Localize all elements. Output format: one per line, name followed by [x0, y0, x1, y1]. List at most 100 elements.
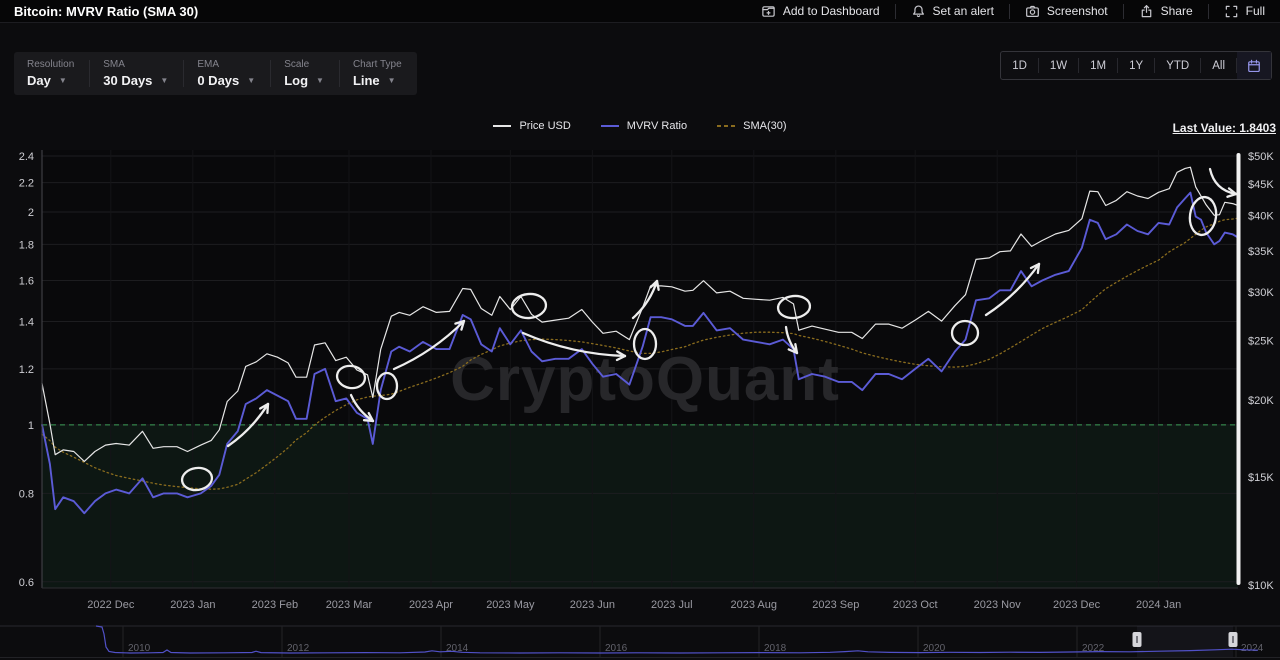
mvrv-ratio-line — [41, 191, 1239, 515]
annotation-circle — [776, 294, 812, 320]
right-axis-tick: $30K — [1248, 287, 1274, 299]
minimap-right-handle[interactable] — [1228, 632, 1238, 647]
range-divider — [1078, 58, 1080, 73]
control-label: EMA — [197, 59, 220, 70]
camera-icon — [1025, 5, 1039, 17]
range-button-ytd[interactable]: YTD — [1166, 59, 1190, 72]
annotation-arrowhead — [1036, 262, 1041, 275]
range-button-1m[interactable]: 1M — [1090, 59, 1107, 72]
x-axis-tick: 2022 Dec — [87, 599, 135, 611]
range-divider — [1236, 58, 1237, 73]
annotation-arrow — [521, 331, 627, 358]
minimap-history-line — [95, 625, 1259, 654]
fullscreen-button[interactable]: Full — [1209, 4, 1280, 19]
annotation-arrowhead — [616, 350, 627, 358]
control-value: 30 Days — [103, 73, 153, 88]
annotation-arrowhead — [460, 319, 466, 331]
control-label: Chart Type — [352, 59, 402, 70]
range-divider — [1117, 58, 1119, 73]
share-button[interactable]: Share — [1124, 4, 1208, 19]
left-axis-tick: 2.2 — [19, 178, 34, 190]
action-label: Set an alert — [932, 4, 994, 18]
annotation-arrowhead — [259, 402, 270, 410]
x-axis-tick: 2023 Jul — [651, 599, 693, 611]
resolution-dropdown[interactable]: Resolution Day ▼ — [14, 52, 89, 95]
page-title: Bitcoin: MVRV Ratio (SMA 30) — [14, 3, 199, 19]
annotation-circle — [375, 371, 399, 401]
sma-30--line — [41, 217, 1239, 490]
range-button-all[interactable]: All — [1212, 59, 1225, 72]
annotation-arrowhead — [1226, 192, 1238, 198]
right-axis-tick: $40K — [1248, 210, 1274, 222]
minimap-year-label: 2018 — [764, 643, 787, 654]
annotation-circle — [1188, 195, 1218, 237]
chevron-down-icon: ▼ — [387, 75, 396, 85]
right-axis-tick: $35K — [1248, 246, 1274, 258]
minimap-year-label: 2010 — [128, 643, 151, 654]
chart-type-dropdown[interactable]: Chart Type Line ▼ — [340, 52, 417, 95]
annotation-arrowhead — [1029, 262, 1041, 270]
annotation-arrowhead — [1227, 187, 1238, 196]
range-button-1d[interactable]: 1D — [1012, 59, 1027, 72]
control-label: Scale — [284, 59, 310, 70]
minimap-timeline: 2010 2012 2014 2016 2018 2020 2022 2024 — [0, 625, 1280, 658]
left-axis-tick: 1 — [28, 420, 34, 432]
minimap-selected-range[interactable] — [1137, 626, 1233, 657]
screenshot-button[interactable]: Screenshot — [1010, 4, 1123, 19]
annotation-arrowhead — [655, 279, 660, 292]
header-divider — [1122, 3, 1124, 19]
x-axis-tick: 2023 Oct — [893, 599, 938, 611]
minimap-left-handle[interactable] — [1132, 632, 1142, 647]
time-range-selector: 1D 1W 1M 1Y YTD All — [1000, 51, 1272, 80]
x-axis-tick: 2023 Mar — [326, 599, 373, 611]
x-axis-tick: 2023 May — [486, 599, 535, 611]
annotation-arrowhead — [787, 348, 799, 355]
action-label: Full — [1245, 4, 1265, 18]
left-axis-tick: 1.4 — [19, 317, 34, 329]
minimap-year-label: 2014 — [446, 643, 469, 654]
chevron-down-icon: ▼ — [316, 75, 324, 85]
annotation-arrowhead — [615, 354, 627, 362]
chart-vertical-scrollbar[interactable] — [1236, 153, 1241, 585]
control-value: Day — [27, 73, 51, 88]
x-axis-tick: 2023 Jun — [570, 599, 615, 611]
action-label: Share — [1160, 4, 1193, 18]
action-label: Add to Dashboard — [782, 4, 880, 18]
ema-dropdown[interactable]: EMA 0 Days ▼ — [184, 52, 270, 95]
x-axis-tick: 2023 Feb — [252, 599, 298, 611]
add-to-dashboard-icon — [762, 5, 775, 17]
header-divider — [894, 3, 896, 19]
range-button-1w[interactable]: 1W — [1049, 59, 1068, 72]
right-axis-tick: $25K — [1248, 336, 1274, 348]
left-axis-tick: 1.2 — [19, 364, 34, 376]
x-axis-tick: 2023 Nov — [974, 599, 1022, 611]
left-axis-tick: 1.6 — [19, 276, 34, 288]
axis-labels: 0.6 0.8 1 1.2 1.4 1.6 1.8 2 2.2 2.4 $10K $15K $20K $2… — [19, 151, 1275, 611]
annotation-arrow — [226, 402, 270, 448]
right-axis-tick: $15K — [1248, 472, 1274, 484]
right-axis-tick: $10K — [1248, 580, 1274, 592]
annotation-arrowhead — [454, 319, 466, 325]
add-to-dashboard-button[interactable]: Add to Dashboard — [746, 4, 895, 19]
minimap-year-label: 2012 — [287, 643, 310, 654]
share-icon — [1141, 4, 1151, 17]
x-axis-tick: 2023 Sep — [812, 599, 859, 611]
range-button-1y[interactable]: 1Y — [1129, 59, 1144, 72]
x-axis-tick: 2023 Apr — [409, 599, 453, 611]
annotation-circle — [950, 319, 980, 347]
annotation-arrowhead — [649, 279, 659, 289]
left-axis-tick: 2.4 — [19, 151, 34, 163]
chevron-down-icon: ▼ — [160, 75, 169, 85]
x-axis-tick: 2024 Jan — [1136, 599, 1181, 611]
right-axis-tick: $20K — [1248, 395, 1274, 407]
chevron-down-icon: ▼ — [247, 75, 256, 85]
header-actions: Add to Dashboard Set an alert Screenshot… — [746, 0, 1280, 22]
set-alert-button[interactable]: Set an alert — [896, 4, 1009, 19]
annotation-circle — [180, 466, 214, 492]
annotation-arrowhead — [266, 402, 270, 415]
sma-dropdown[interactable]: SMA 30 Days ▼ — [90, 52, 183, 95]
calendar-range-button[interactable] — [1237, 52, 1271, 79]
left-axis-tick: 2 — [28, 207, 34, 219]
scale-dropdown[interactable]: Scale Log ▼ — [271, 52, 339, 95]
